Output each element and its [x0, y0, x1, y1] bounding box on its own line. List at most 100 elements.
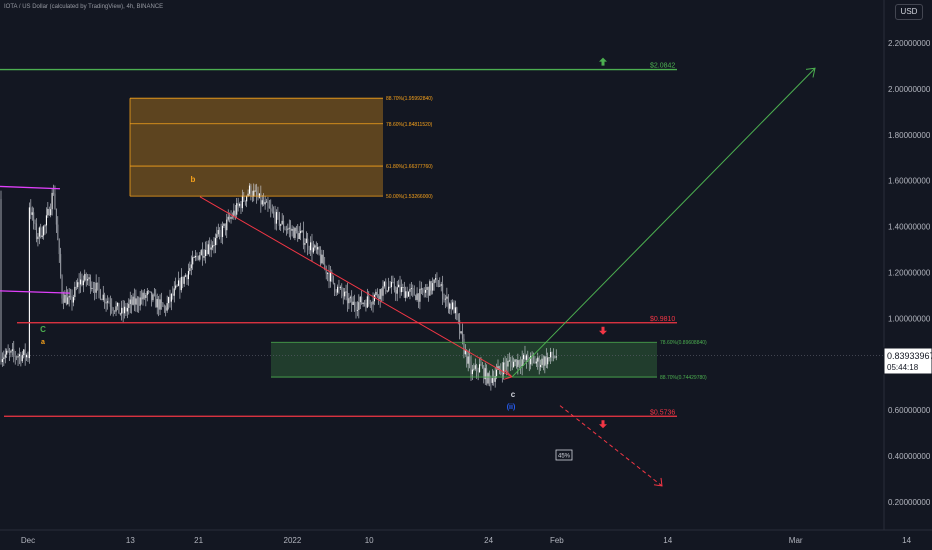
candle-body: [406, 291, 408, 297]
candle-body: [510, 360, 512, 363]
annotation-box[interactable]: [555, 449, 573, 461]
candle-body: [109, 303, 111, 307]
candle-body: [400, 287, 402, 293]
candle-body: [54, 193, 56, 209]
candle-body: [301, 230, 303, 232]
candle-body: [540, 364, 542, 368]
candle-body: [310, 242, 312, 251]
candle-body: [23, 349, 25, 355]
candle-body: [503, 362, 505, 375]
candle-body: [230, 217, 232, 219]
time-axis[interactable]: Dec132120221024Feb14Mar1422Apr1119: [21, 536, 932, 545]
candle-body: [471, 369, 473, 375]
wave-label-ii: (ii): [507, 404, 516, 411]
candle-body: [403, 287, 405, 298]
candle-body: [373, 294, 376, 302]
arrowhead-icon: [805, 67, 816, 78]
candle-body: [535, 361, 537, 364]
candle-body: [328, 273, 330, 282]
candle-body: [415, 295, 417, 300]
candle-body: [281, 220, 283, 225]
projection-line-bullish[interactable]: [511, 67, 816, 378]
candle-body: [363, 302, 366, 304]
time-tick-label: 10: [365, 536, 374, 545]
candle-body: [64, 294, 66, 303]
candle-body: [209, 244, 211, 250]
candle-body: [254, 190, 256, 192]
candle-body: [152, 294, 154, 301]
channel-line-lower[interactable]: [0, 290, 71, 294]
candle-body: [416, 293, 418, 300]
candle-body: [436, 278, 438, 287]
candle-body: [221, 225, 224, 237]
candle-body: [524, 354, 526, 360]
candle-body: [210, 247, 212, 250]
candle-body: [548, 357, 550, 359]
candle-body: [460, 331, 462, 334]
candle-body: [390, 281, 393, 288]
candle-body: [336, 286, 339, 293]
candle-body: [426, 286, 428, 290]
candle-body: [490, 377, 492, 383]
candle-body: [497, 366, 499, 370]
candle-body: [405, 291, 407, 298]
price-tick-label: 0.20000000: [888, 498, 931, 507]
channel-line-upper[interactable]: [0, 185, 61, 190]
trend-line-b-to-c[interactable]: [199, 196, 513, 378]
candle-body: [77, 282, 79, 288]
candle-body: [382, 286, 384, 296]
fib-label-lower: 78.60%(0.89608840): [660, 340, 707, 346]
candle-body: [71, 296, 73, 303]
candle-body: [486, 368, 488, 384]
candle-body: [341, 286, 343, 293]
candle-body: [244, 200, 246, 202]
candle-body: [514, 359, 516, 362]
candle-body: [102, 294, 104, 300]
candle-body: [443, 299, 445, 301]
candle-body: [484, 368, 486, 380]
price-axis[interactable]: 2.20000000 2.00000000 1.80000000 1.60000000…: [888, 39, 931, 507]
candle-body: [50, 209, 52, 216]
candle-body: [199, 255, 201, 260]
candle-body: [142, 292, 144, 300]
candle-body: [527, 355, 529, 362]
candle-body: [459, 320, 461, 334]
candle-body: [305, 238, 307, 244]
candle-body: [481, 365, 483, 368]
price-tag-countdown: 05:44:18: [887, 363, 919, 372]
candle-body: [30, 207, 32, 215]
candle-body: [223, 223, 225, 226]
current-price-tag: 0.83933967 05:44:18: [883, 347, 932, 375]
candle-body: [420, 288, 422, 290]
candle-body: [150, 291, 153, 301]
currency-button[interactable]: USD: [895, 4, 923, 20]
candle-body: [180, 276, 182, 291]
fib-zone-upper: [130, 98, 383, 197]
fib-label-upper: 78.60%(1.84811520): [386, 122, 433, 128]
candle-body: [356, 309, 358, 311]
candle-body: [432, 283, 434, 291]
candle-body: [246, 196, 248, 202]
projection-line-bearish[interactable]: [559, 405, 663, 487]
candle-body: [41, 235, 43, 238]
candle-body: [375, 291, 377, 295]
candle-body: [247, 193, 249, 197]
candle-body: [182, 276, 184, 284]
candle-body: [175, 285, 177, 289]
candle-body: [187, 270, 189, 280]
candle-body: [317, 247, 319, 250]
candle-body: [72, 297, 74, 303]
candle-body: [361, 296, 363, 304]
candle-body: [474, 365, 476, 369]
candle-body: [114, 310, 116, 312]
candle-body: [410, 288, 412, 289]
candle-body: [342, 292, 344, 297]
price-tick-label: 1.60000000: [888, 177, 931, 186]
candle-body: [67, 297, 69, 305]
candle-body: [398, 284, 400, 288]
candle-body: [345, 291, 347, 293]
candle-body: [125, 306, 127, 312]
level-mid-label: $0.9810: [650, 316, 675, 323]
candle-body: [383, 281, 385, 287]
